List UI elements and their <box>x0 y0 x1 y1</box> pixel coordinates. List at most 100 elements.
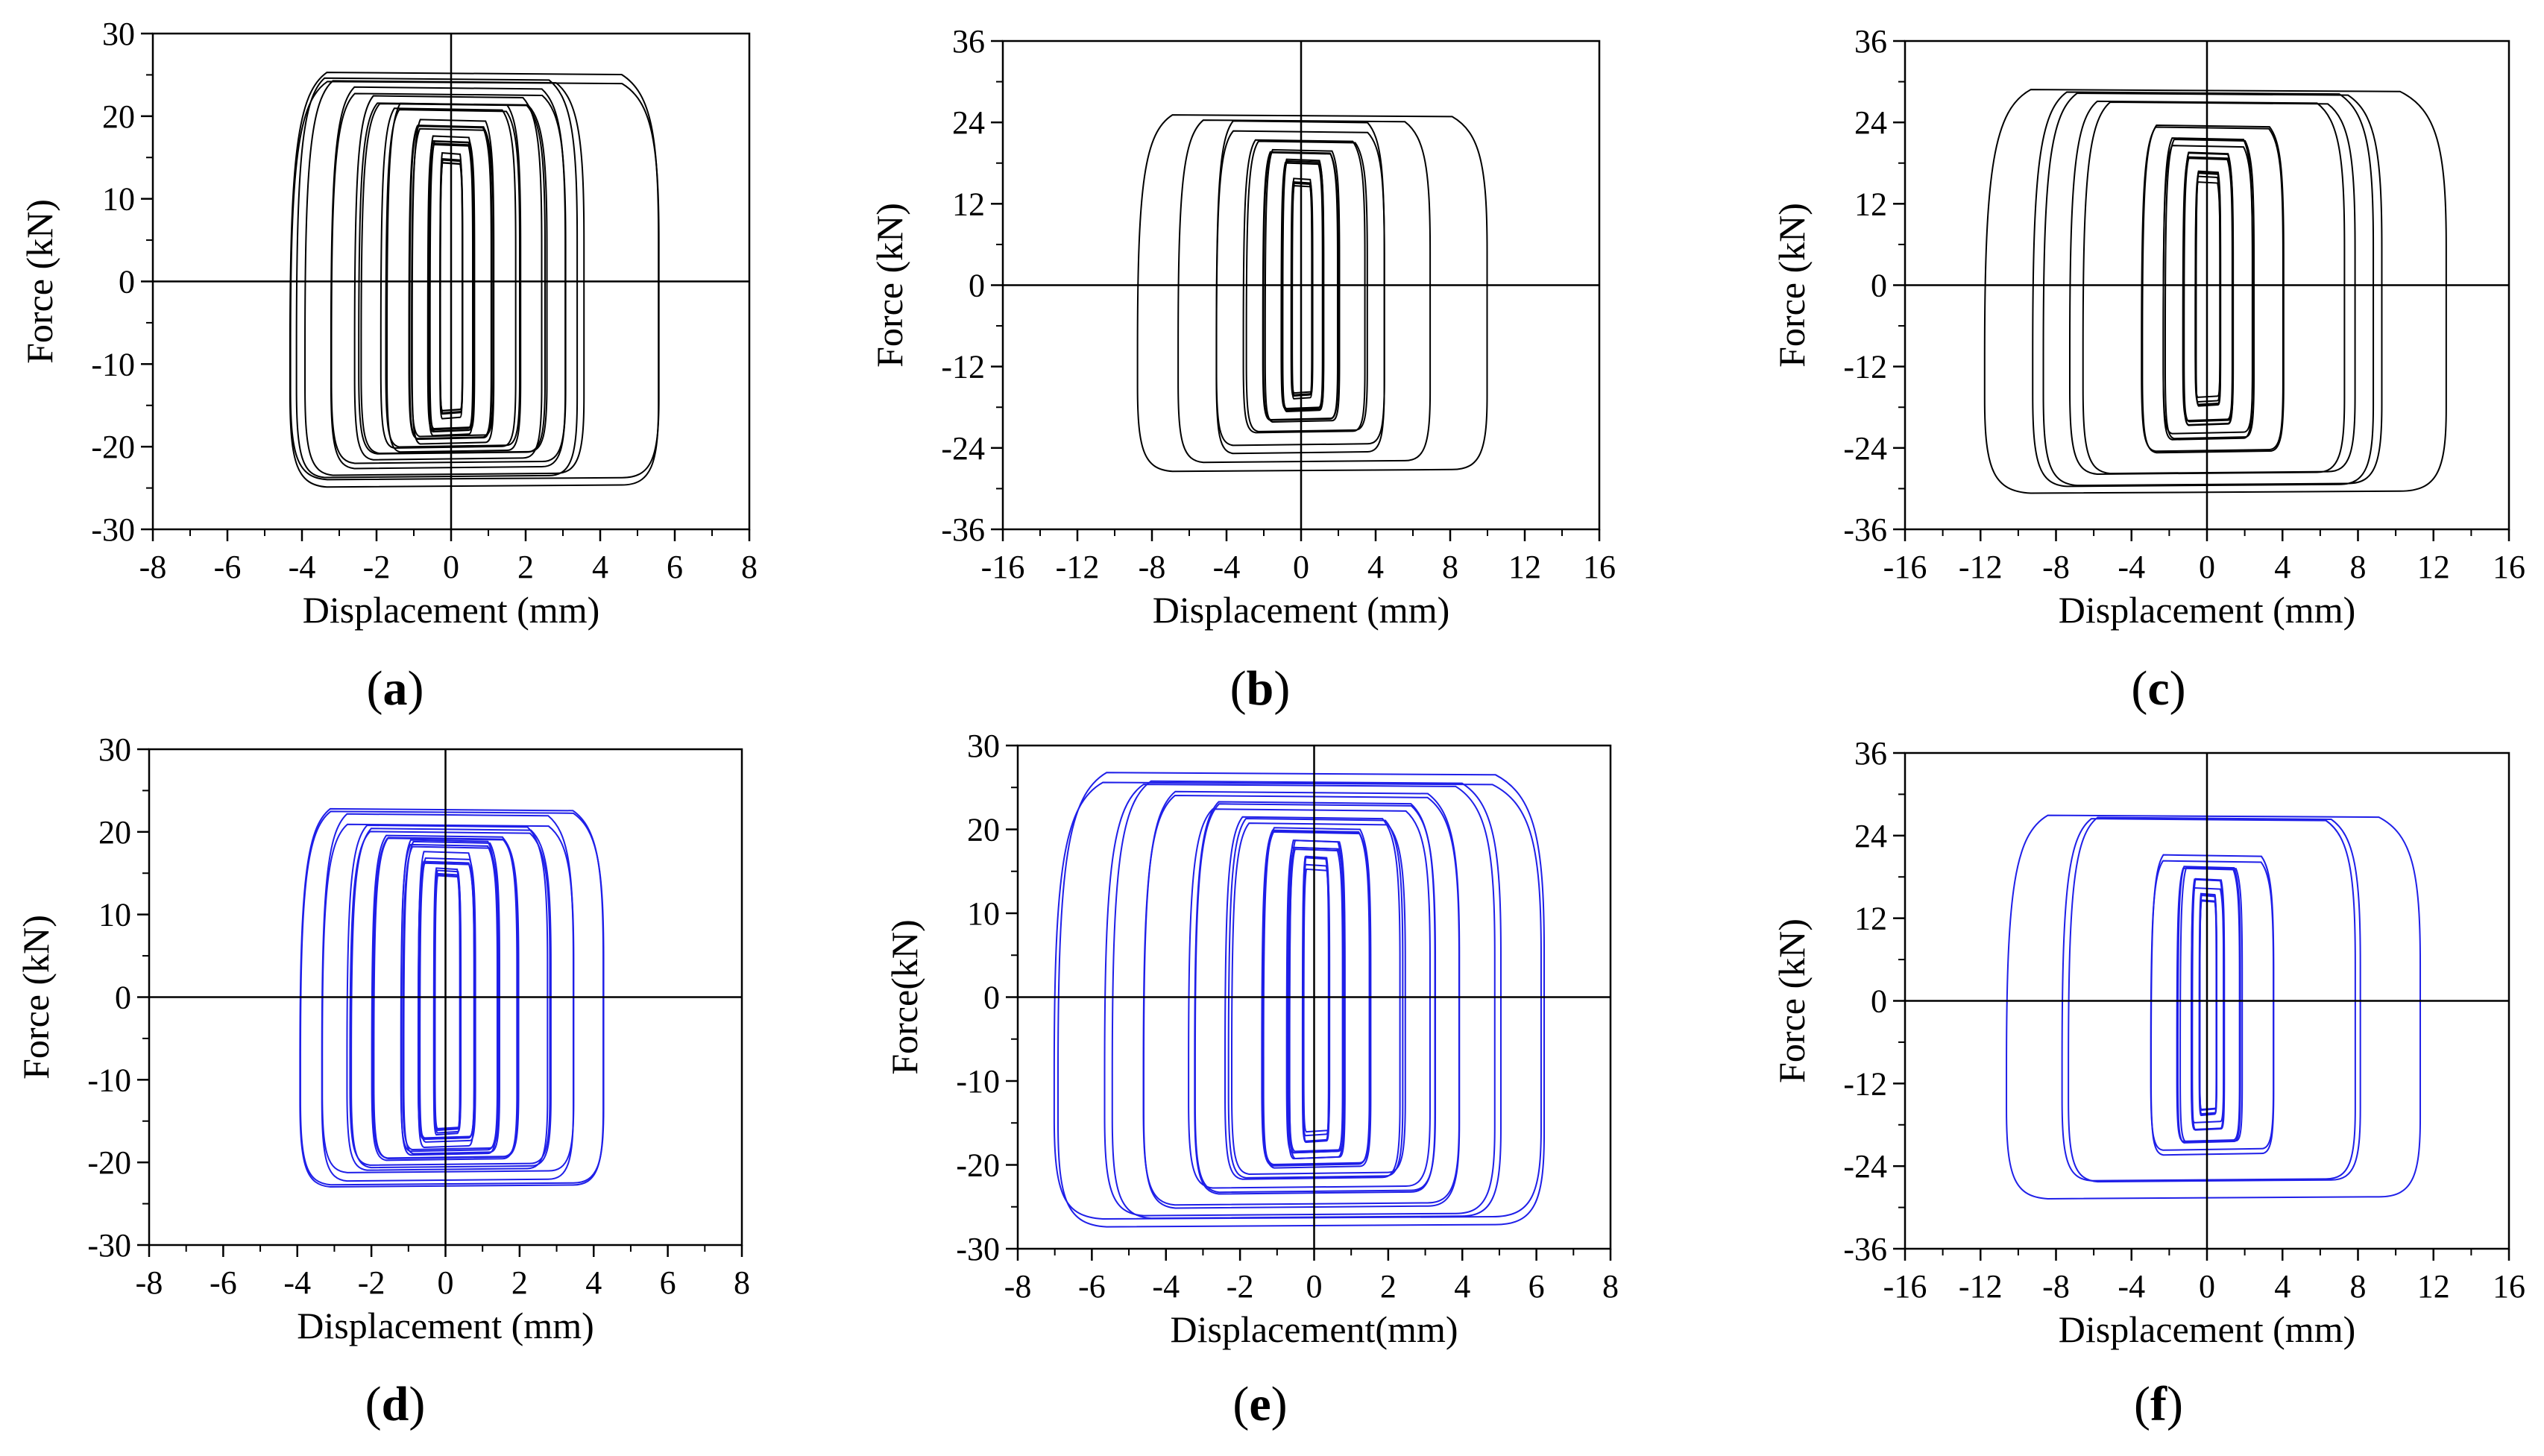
hysteresis-loop <box>2006 814 2422 1200</box>
hysteresis-loop <box>1245 140 1368 432</box>
hysteresis-loop <box>1188 808 1431 1189</box>
y-tick-label: -20 <box>956 1147 1000 1184</box>
hysteresis-loop <box>402 845 500 1151</box>
x-tick-label: -8 <box>1139 549 1166 585</box>
x-tick-label: -6 <box>210 1264 237 1301</box>
hysteresis-curves <box>2006 814 2422 1200</box>
hysteresis-loop <box>1230 822 1406 1175</box>
x-tick-label: -4 <box>283 1264 311 1301</box>
x-tick-label: 0 <box>1306 1268 1323 1305</box>
y-tick-label: -12 <box>1843 1065 1887 1102</box>
hysteresis-loop <box>2183 156 2235 423</box>
hysteresis-loop <box>372 837 519 1159</box>
hysteresis-loop <box>2191 878 2225 1131</box>
y-axis-title: Force (kN) <box>1771 918 1813 1083</box>
panel-label: (d) <box>365 1377 426 1431</box>
hysteresis-loop <box>1261 829 1370 1167</box>
panel-c: -16 -12 -8 -4 0 4 8 12 16 -36 -24 -12 0 12 24 36 Displac… <box>1771 23 2525 716</box>
hysteresis-loop <box>295 77 579 479</box>
hysteresis-loop <box>1281 162 1324 410</box>
y-tick-label: 30 <box>102 16 135 52</box>
y-tick-label: -30 <box>956 1231 1000 1267</box>
hysteresis-loop <box>434 869 462 1134</box>
hysteresis-loop <box>2182 151 2234 426</box>
hysteresis-loop <box>350 828 552 1169</box>
hysteresis-loop <box>429 140 476 432</box>
x-tick-label: -2 <box>1227 1268 1254 1305</box>
hysteresis-loop <box>439 157 464 415</box>
y-tick-label: -10 <box>87 1062 131 1098</box>
x-tick-label: -8 <box>1004 1268 1032 1305</box>
panel-f: -16 -12 -8 -4 0 4 8 12 16 -36 -24 -12 0 12 24 36 Displac… <box>1771 735 2525 1431</box>
x-tick-label: 0 <box>2199 549 2215 585</box>
y-tick-label: 0 <box>1871 268 1887 304</box>
hysteresis-loop <box>2199 893 2218 1116</box>
x-tick-label: 0 <box>438 1264 454 1301</box>
y-tick-label: -36 <box>1843 1231 1887 1267</box>
x-tick-label: 4 <box>1367 549 1384 585</box>
x-tick-label: -12 <box>1056 549 1100 585</box>
hysteresis-loop <box>1103 784 1496 1217</box>
hysteresis-loop <box>330 92 567 464</box>
hysteresis-loop <box>409 125 493 441</box>
hysteresis-loop <box>434 874 462 1130</box>
panel-label: (a) <box>367 661 424 716</box>
y-tick-label: 20 <box>102 98 135 135</box>
x-axis-title: Displacement(mm) <box>1171 1308 1458 1350</box>
hysteresis-loop <box>1057 772 1546 1228</box>
hysteresis-loop <box>2194 171 2221 406</box>
hysteresis-loop <box>2150 860 2275 1151</box>
hysteresis-loop <box>1291 181 1314 397</box>
y-tick-label: 10 <box>967 895 1000 932</box>
hysteresis-loop <box>1224 816 1401 1180</box>
x-tick-label: -4 <box>2118 1268 2145 1305</box>
x-tick-label: 8 <box>1602 1268 1619 1305</box>
hysteresis-loop <box>2191 877 2226 1131</box>
y-tick-label: -20 <box>87 1144 131 1181</box>
x-tick-label: 16 <box>2493 1268 2525 1305</box>
y-axis-title: Force(kN) <box>884 919 925 1074</box>
y-tick-label: -24 <box>941 430 985 467</box>
hysteresis-loop <box>1136 114 1488 473</box>
hysteresis-loop <box>2082 101 2356 475</box>
hysteresis-loop <box>1053 781 1542 1220</box>
x-tick-label: -16 <box>1883 549 1927 585</box>
hysteresis-loop <box>1288 839 1346 1159</box>
hysteresis-loop <box>2068 816 2361 1183</box>
y-tick-label: 24 <box>1854 104 1887 141</box>
hysteresis-loop <box>2199 899 2217 1112</box>
y-tick-label: 0 <box>983 980 1000 1016</box>
y-tick-label: -20 <box>91 429 135 465</box>
hysteresis-loop <box>2182 152 2234 426</box>
hysteresis-curves <box>289 72 660 488</box>
y-tick-label: -24 <box>1843 1148 1887 1185</box>
hysteresis-loop <box>2176 866 2241 1144</box>
hysteresis-loop <box>353 95 543 461</box>
y-tick-label: -30 <box>87 1227 131 1264</box>
y-tick-label: 12 <box>1854 186 1887 222</box>
hysteresis-loop <box>408 125 492 440</box>
hysteresis-loop <box>2176 867 2241 1142</box>
x-tick-label: -12 <box>1959 1268 2003 1305</box>
x-tick-label: 8 <box>1442 549 1458 585</box>
hysteresis-loop <box>1301 857 1329 1142</box>
hysteresis-curves <box>1136 114 1488 473</box>
x-tick-label: 8 <box>734 1264 750 1301</box>
x-tick-label: -8 <box>2042 549 2070 585</box>
x-tick-label: 2 <box>511 1264 528 1301</box>
x-tick-label: 12 <box>2417 1268 2450 1305</box>
panel-b: -16 -12 -8 -4 0 4 8 12 16 -36 -24 -12 0 12 24 36 Displac… <box>869 23 1616 716</box>
hysteresis-loop <box>2195 170 2222 407</box>
y-tick-label: 20 <box>967 812 1000 848</box>
y-tick-label: 10 <box>98 897 131 933</box>
hysteresis-loop <box>358 102 546 455</box>
x-axis-title: Displacement (mm) <box>2059 1308 2356 1350</box>
x-tick-label: 12 <box>1508 549 1541 585</box>
hysteresis-loop <box>349 831 551 1166</box>
y-tick-label: -10 <box>91 346 135 382</box>
y-tick-label: 36 <box>952 23 985 60</box>
hysteresis-loop <box>1142 795 1460 1206</box>
x-tick-label: -16 <box>981 549 1025 585</box>
panel-a: -8 -6 -4 -2 0 2 4 6 8-30-20-100102030Displacemen… <box>19 16 758 716</box>
